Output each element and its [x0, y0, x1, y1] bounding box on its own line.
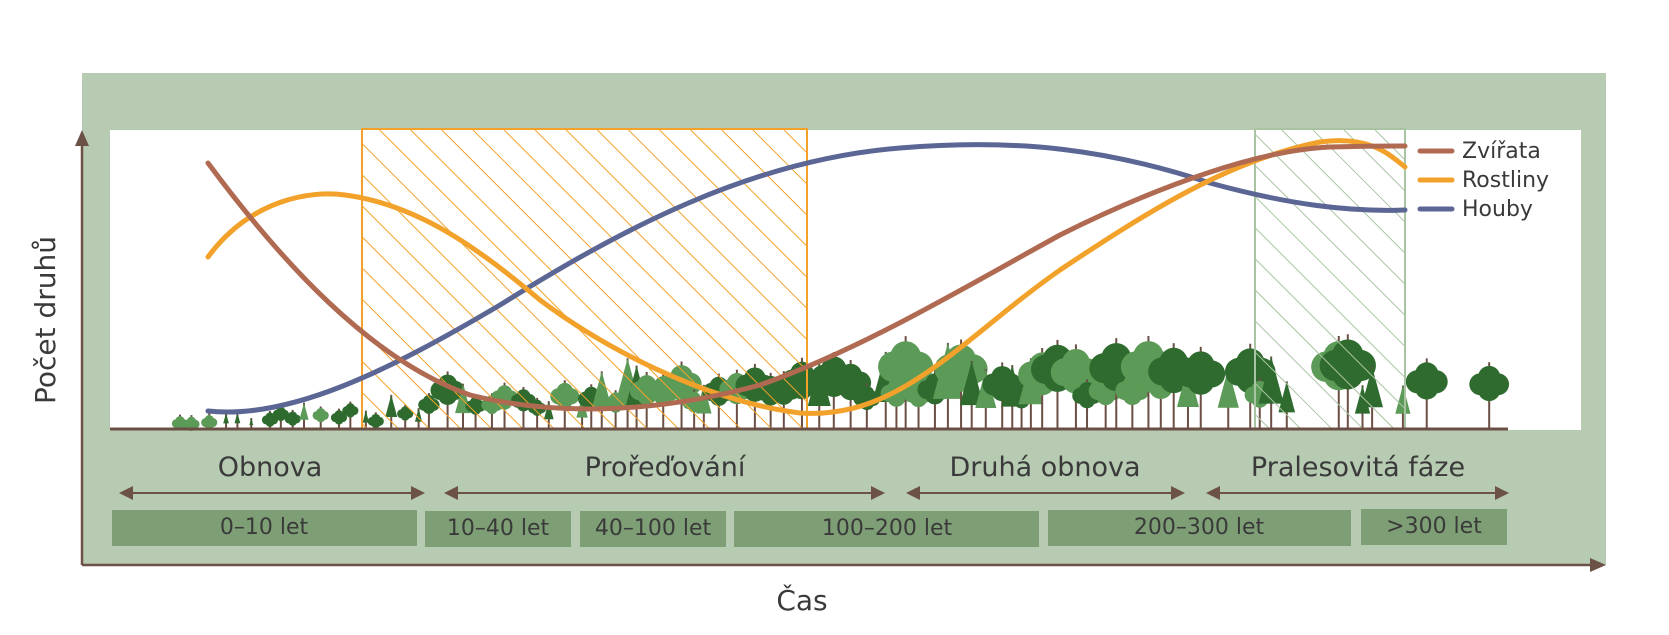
legend-label-zvirata: Zvířata	[1462, 139, 1541, 164]
tree-icon	[299, 402, 309, 429]
thinning-hatch-region	[361, 128, 808, 430]
age-class-200-300: 200–300 let	[1048, 510, 1351, 546]
x-axis-arrowhead	[1590, 558, 1606, 572]
age-class-label: >300 let	[1386, 514, 1482, 539]
age-class-label: 0–10 let	[220, 515, 309, 540]
tree-icon	[234, 412, 241, 429]
tree-icon	[1050, 344, 1102, 429]
tree-icon	[272, 405, 289, 429]
old-growth-hatch-region	[1254, 128, 1406, 430]
tree-icon	[249, 418, 254, 429]
age-class-label: 200–300 let	[1134, 515, 1265, 540]
tree-icon	[959, 360, 984, 429]
phase-label-proredovani: Prořeďování	[585, 452, 747, 483]
x-axis-title: Čas	[776, 583, 827, 617]
tree-icon	[1405, 358, 1448, 429]
tree-icon	[1089, 338, 1144, 429]
age-class-40-100: 40–100 let	[580, 511, 726, 547]
tree-icon	[330, 408, 348, 429]
tree-icon	[312, 406, 329, 429]
phase-arrow-obnova	[119, 486, 425, 500]
phase-label-pralesovita-faze: Pralesovitá fáze	[1251, 452, 1465, 483]
legend-label-houby: Houby	[1462, 197, 1533, 222]
tree-icon	[1469, 362, 1510, 429]
legend-label-rostliny: Rostliny	[1462, 168, 1549, 193]
age-class-label: 100–200 let	[822, 516, 953, 541]
y-axis-arrowhead	[75, 130, 89, 146]
y-axis-title: Počet druhů	[29, 236, 62, 404]
age-class-300-plus: >300 let	[1361, 509, 1507, 545]
age-class-label: 10–40 let	[447, 516, 550, 541]
age-class-label: 40–100 let	[595, 516, 712, 541]
curve-zvirata	[205, 143, 1408, 412]
tree-icon	[342, 401, 359, 429]
tree-icon	[201, 413, 218, 430]
tree-icon	[223, 412, 229, 429]
age-class-100-200: 100–200 let	[734, 511, 1039, 547]
tree-icon	[284, 409, 301, 429]
age-class-10-40: 10–40 let	[425, 511, 571, 547]
phase-label-obnova: Obnova	[218, 452, 323, 483]
tree-icon	[1176, 346, 1226, 429]
legend: Zvířata Rostliny Houby	[1417, 139, 1549, 222]
phase-arrow-proredovani	[444, 486, 885, 500]
phase-arrow-pralesovita-faze	[1206, 486, 1509, 500]
phase-label-druha-obnova: Druhá obnova	[949, 452, 1140, 483]
phase-arrow-druha-obnova	[906, 486, 1185, 500]
age-class-0-10: 0–10 let	[112, 510, 417, 546]
